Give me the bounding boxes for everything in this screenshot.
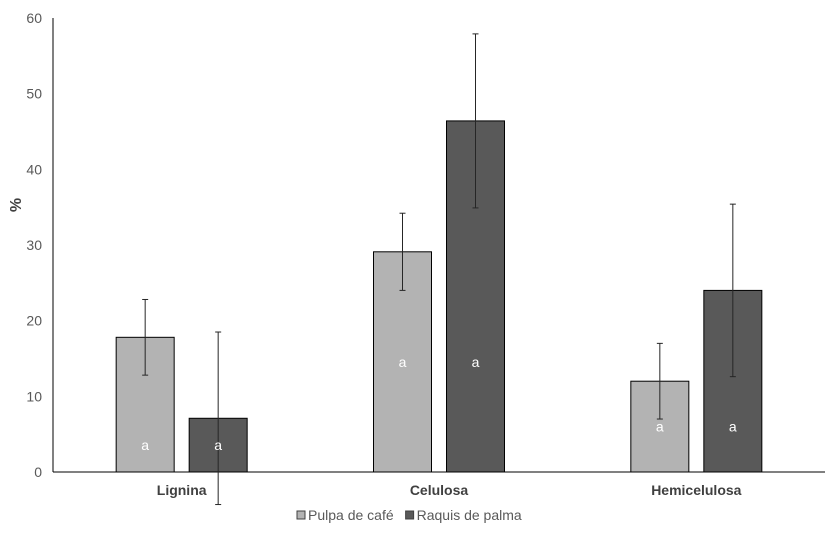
category-label: Hemicelulosa [651, 482, 741, 498]
legend-swatch [405, 510, 415, 520]
data-label: a [214, 437, 222, 453]
data-label: a [656, 419, 664, 435]
data-label: a [399, 354, 407, 370]
y-tick-label: 20 [26, 313, 42, 329]
y-tick-label: 40 [26, 161, 42, 177]
y-tick-label: 0 [34, 464, 42, 480]
legend-label: Raquis de palma [417, 507, 522, 523]
legend-label: Pulpa de café [308, 507, 394, 523]
legend-swatch [296, 510, 306, 520]
data-label: a [141, 437, 149, 453]
y-tick-label: 60 [26, 10, 42, 26]
data-label: a [472, 354, 480, 370]
category-label: Lignina [157, 482, 207, 498]
category-label: Celulosa [410, 482, 469, 498]
y-axis-label: % [8, 198, 25, 212]
y-tick-label: 50 [26, 86, 42, 102]
data-label: a [729, 419, 737, 435]
y-tick-label: 10 [26, 388, 42, 404]
y-tick-label: 30 [26, 237, 42, 253]
